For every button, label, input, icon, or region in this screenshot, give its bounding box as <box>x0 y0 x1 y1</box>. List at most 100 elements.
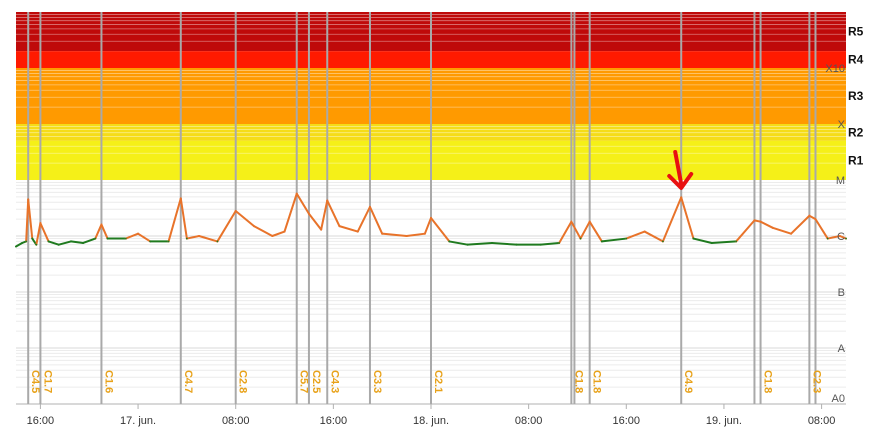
series-segment <box>570 220 582 240</box>
flare-label: C5.7 <box>298 370 310 393</box>
class-label-c: C <box>837 231 845 243</box>
x-tick-label: 19. jun. <box>706 415 742 427</box>
series-segment <box>216 209 237 243</box>
series-segment <box>625 230 646 240</box>
series-segment <box>826 235 841 240</box>
arrow-head <box>667 172 694 190</box>
series-point <box>515 243 518 246</box>
x-tick-label: 17. jun. <box>120 415 156 427</box>
series-segment <box>588 220 603 243</box>
series-segment <box>271 230 286 237</box>
series-segment <box>692 237 713 244</box>
flare-label: C2.3 <box>810 370 822 393</box>
series-segment <box>253 225 274 237</box>
series-segment <box>600 237 628 243</box>
series-point <box>771 226 774 229</box>
flare-label: C4.7 <box>182 370 194 393</box>
series-segment <box>771 226 793 235</box>
series-point <box>326 199 329 202</box>
series-point <box>308 212 310 215</box>
series-segment <box>491 241 518 246</box>
series-point <box>558 242 561 244</box>
series-segment <box>320 199 329 231</box>
series-point <box>710 242 713 244</box>
series-point <box>759 220 762 223</box>
series-point <box>338 225 341 228</box>
series-segment <box>283 192 298 233</box>
flare-label: C3.3 <box>371 370 383 393</box>
series-segment <box>15 241 24 248</box>
flare-label: C1.6 <box>102 370 114 393</box>
series-segment <box>35 222 42 246</box>
series-segment <box>735 219 756 243</box>
series-segment <box>356 205 371 233</box>
series-point <box>826 237 829 240</box>
series-point <box>579 237 582 240</box>
series-segment <box>57 240 72 246</box>
flux-series <box>15 192 847 248</box>
series-segment <box>423 216 432 235</box>
series-point <box>39 222 42 224</box>
series-segment <box>710 240 738 244</box>
series-point <box>423 232 426 235</box>
class-label-m: M <box>836 175 845 187</box>
series-segment <box>753 219 762 223</box>
series-point <box>448 240 451 243</box>
x-tick-label: 16:00 <box>613 415 641 427</box>
flare-label: C4.3 <box>328 370 340 393</box>
series-segment <box>185 235 201 240</box>
series-segment <box>579 220 591 240</box>
series-segment <box>814 218 829 240</box>
flare-label: C1.7 <box>41 370 53 393</box>
series-segment <box>198 235 219 243</box>
series-segment <box>381 232 408 237</box>
series-point <box>70 240 72 243</box>
series-segment <box>25 198 30 243</box>
arrow-shaft <box>673 150 684 186</box>
series-point <box>692 237 695 240</box>
series-segment <box>759 220 774 229</box>
series-point <box>381 232 384 235</box>
series-point <box>625 237 628 240</box>
series-segment <box>27 198 34 240</box>
series-point <box>271 235 274 237</box>
series-segment <box>466 241 494 246</box>
series-segment <box>295 192 310 215</box>
series-point <box>539 243 542 246</box>
x-tick-label: 08:00 <box>808 415 836 427</box>
series-segment <box>790 214 811 235</box>
series-point <box>491 242 493 244</box>
flare-label: C1.8 <box>572 370 584 393</box>
series-segment <box>137 232 152 243</box>
band-label-r4: R4 <box>848 53 864 67</box>
band-label-r1: R1 <box>848 153 864 167</box>
series-point <box>466 243 469 246</box>
flare-label: C2.1 <box>432 370 444 393</box>
series-point <box>320 228 323 231</box>
axis-labels: R5 R4 R3 R2 R1 16:00 17. jun. 08:00 16:00 18. jun… <box>27 25 864 427</box>
flare-label: C4.9 <box>682 370 694 393</box>
band-label-r3: R3 <box>848 89 864 103</box>
series-segment <box>167 197 182 243</box>
series-point <box>356 230 359 233</box>
series-point <box>814 218 817 221</box>
flare-label: C4.5 <box>29 370 41 393</box>
x-tick-label: 08:00 <box>515 415 543 427</box>
series-point <box>430 217 432 219</box>
series-point <box>167 240 170 243</box>
series-point <box>21 242 24 244</box>
class-label-b: B <box>838 287 845 299</box>
series-point <box>405 235 408 237</box>
series-point <box>100 223 103 226</box>
band-label-r2: R2 <box>848 125 864 139</box>
flare-label: C1.8 <box>762 370 774 393</box>
series-point <box>179 197 182 200</box>
series-segment <box>326 199 341 228</box>
marker-arrow <box>667 150 694 190</box>
x-tick-label: 18. jun. <box>413 415 449 427</box>
series-segment <box>448 240 469 246</box>
series-segment <box>82 237 97 244</box>
class-label-x10: X10 <box>825 63 845 75</box>
class-label-a: A <box>838 343 846 355</box>
series-point <box>15 245 17 248</box>
